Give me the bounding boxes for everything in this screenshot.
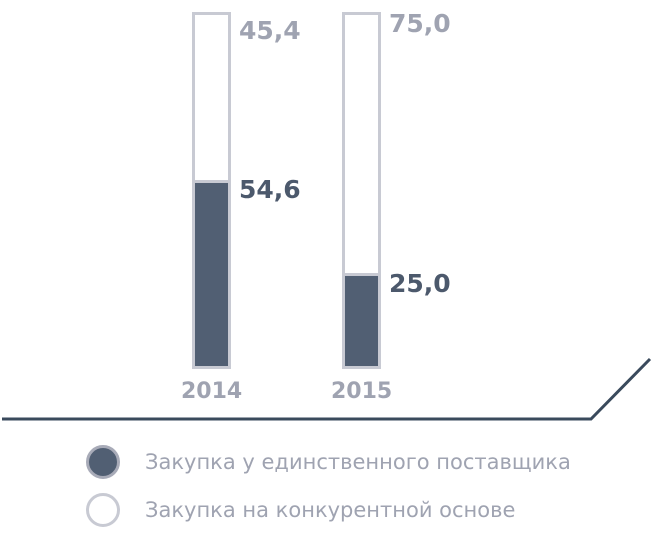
legend-item-competitive: Закупка на конкурентной основе <box>86 493 515 527</box>
bar-2014-single-supplier-segment <box>195 180 228 366</box>
legend-label: Закупка на конкурентной основе <box>145 498 516 522</box>
legend-outline-circle-icon <box>86 493 120 527</box>
value-2015-single: 25,0 <box>389 269 451 298</box>
legend-label: Закупка у единственного поставщика <box>145 450 571 474</box>
value-2014-competitive: 45,4 <box>239 16 301 45</box>
legend-item-single-supplier: Закупка у единственного поставщика <box>86 445 571 479</box>
bar-2015-single-supplier-segment <box>345 273 378 366</box>
year-label-2014: 2014 <box>181 379 243 404</box>
year-label-2015: 2015 <box>331 379 393 404</box>
bar-2014 <box>192 12 231 369</box>
value-2015-competitive: 75,0 <box>389 9 451 38</box>
legend-filled-circle-icon <box>86 445 120 479</box>
value-2014-single: 54,6 <box>239 175 301 204</box>
bar-2015 <box>342 12 381 369</box>
